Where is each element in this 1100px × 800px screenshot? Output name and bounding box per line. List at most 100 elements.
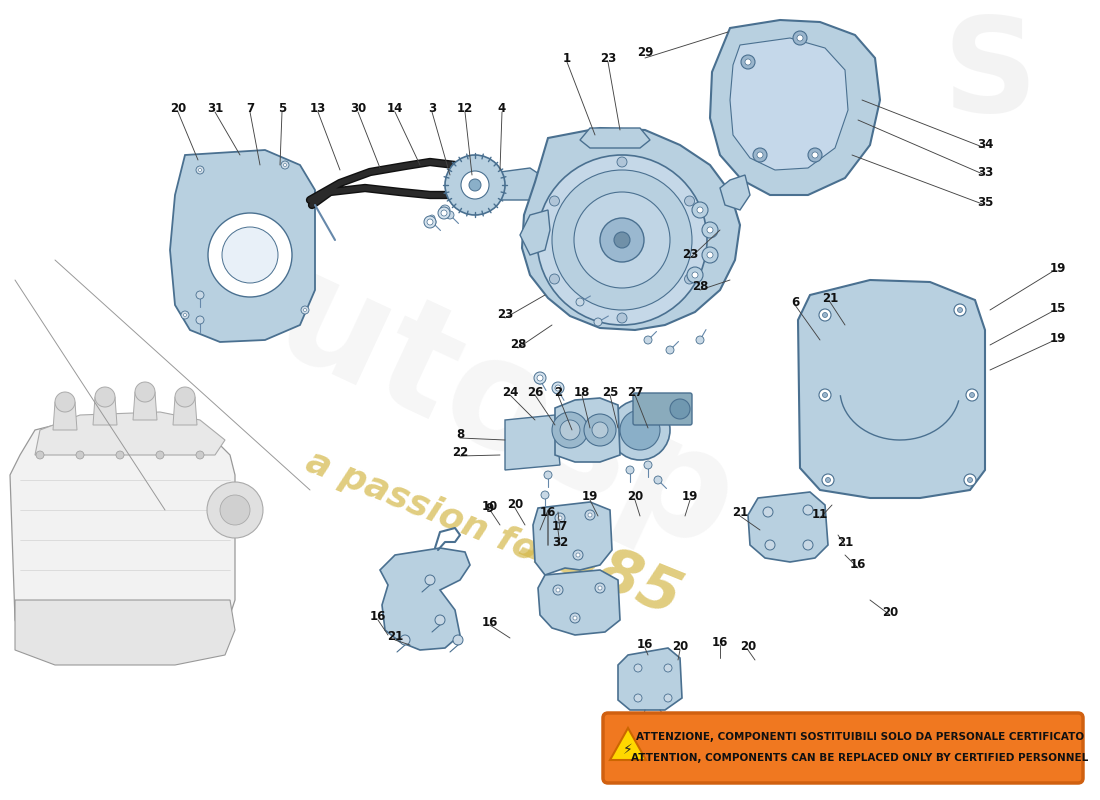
Circle shape bbox=[208, 213, 292, 297]
Circle shape bbox=[207, 482, 263, 538]
Polygon shape bbox=[15, 600, 235, 665]
Circle shape bbox=[823, 393, 827, 398]
Text: 9: 9 bbox=[486, 502, 494, 514]
Text: 35: 35 bbox=[977, 195, 993, 209]
Text: 23: 23 bbox=[600, 51, 616, 65]
Circle shape bbox=[634, 694, 642, 702]
Circle shape bbox=[156, 451, 164, 459]
Text: 23: 23 bbox=[682, 249, 698, 262]
Circle shape bbox=[957, 307, 962, 313]
Polygon shape bbox=[522, 128, 740, 330]
Circle shape bbox=[741, 55, 755, 69]
Circle shape bbox=[284, 163, 286, 166]
Polygon shape bbox=[94, 397, 117, 425]
Circle shape bbox=[550, 196, 560, 206]
Circle shape bbox=[696, 336, 704, 344]
Circle shape bbox=[617, 157, 627, 167]
Circle shape bbox=[614, 232, 630, 248]
Polygon shape bbox=[730, 38, 848, 170]
Circle shape bbox=[196, 291, 204, 299]
Text: S: S bbox=[943, 11, 1037, 138]
Text: 16: 16 bbox=[482, 615, 498, 629]
Circle shape bbox=[536, 376, 544, 384]
Circle shape bbox=[820, 389, 830, 401]
Circle shape bbox=[558, 516, 562, 520]
Polygon shape bbox=[710, 20, 880, 195]
Circle shape bbox=[644, 461, 652, 469]
Text: 28: 28 bbox=[509, 338, 526, 351]
Circle shape bbox=[552, 412, 589, 448]
Circle shape bbox=[644, 336, 652, 344]
Text: 20: 20 bbox=[169, 102, 186, 114]
Circle shape bbox=[440, 205, 450, 215]
Circle shape bbox=[428, 218, 436, 226]
Circle shape bbox=[438, 207, 450, 219]
Polygon shape bbox=[580, 128, 650, 148]
Text: 26: 26 bbox=[527, 386, 543, 398]
Circle shape bbox=[560, 420, 580, 440]
Text: 29: 29 bbox=[637, 46, 653, 58]
Text: 24: 24 bbox=[502, 386, 518, 398]
Circle shape bbox=[684, 196, 694, 206]
Circle shape bbox=[196, 166, 204, 174]
Circle shape bbox=[427, 219, 433, 225]
Polygon shape bbox=[610, 728, 646, 760]
Circle shape bbox=[598, 586, 602, 590]
Text: 19: 19 bbox=[582, 490, 598, 503]
Text: 25: 25 bbox=[602, 386, 618, 398]
Polygon shape bbox=[618, 648, 682, 710]
Circle shape bbox=[745, 59, 751, 65]
Circle shape bbox=[595, 583, 605, 593]
Text: 7: 7 bbox=[246, 102, 254, 114]
Text: 21: 21 bbox=[387, 630, 403, 643]
Circle shape bbox=[135, 382, 155, 402]
Text: 10: 10 bbox=[482, 501, 498, 514]
Circle shape bbox=[584, 414, 616, 446]
Circle shape bbox=[534, 372, 546, 384]
Circle shape bbox=[822, 474, 834, 486]
Circle shape bbox=[707, 227, 713, 233]
Text: 31: 31 bbox=[207, 102, 223, 114]
Circle shape bbox=[55, 392, 75, 412]
Circle shape bbox=[95, 387, 116, 407]
Text: 6: 6 bbox=[791, 295, 799, 309]
Polygon shape bbox=[520, 210, 550, 255]
Text: 20: 20 bbox=[672, 641, 689, 654]
Circle shape bbox=[400, 635, 410, 645]
Text: 19: 19 bbox=[1049, 262, 1066, 274]
Circle shape bbox=[823, 313, 827, 318]
FancyBboxPatch shape bbox=[603, 713, 1084, 783]
Text: 20: 20 bbox=[627, 490, 644, 503]
Polygon shape bbox=[173, 397, 197, 425]
Polygon shape bbox=[720, 175, 750, 210]
Circle shape bbox=[954, 304, 966, 316]
Circle shape bbox=[812, 152, 818, 158]
Circle shape bbox=[196, 451, 204, 459]
Text: ATTENTION, COMPONENTS CAN BE REPLACED ONLY BY CERTIFIED PERSONNEL: ATTENTION, COMPONENTS CAN BE REPLACED ON… bbox=[631, 753, 1089, 763]
Circle shape bbox=[301, 306, 309, 314]
Circle shape bbox=[964, 474, 976, 486]
Text: 3: 3 bbox=[428, 102, 436, 114]
Circle shape bbox=[592, 422, 608, 438]
Circle shape bbox=[182, 311, 189, 319]
Circle shape bbox=[175, 387, 195, 407]
Circle shape bbox=[184, 314, 187, 317]
Circle shape bbox=[600, 218, 643, 262]
Circle shape bbox=[654, 476, 662, 484]
Circle shape bbox=[541, 491, 549, 499]
Circle shape bbox=[585, 510, 595, 520]
Circle shape bbox=[803, 505, 813, 515]
Text: 17: 17 bbox=[552, 521, 568, 534]
Text: 30: 30 bbox=[350, 102, 366, 114]
Text: 19: 19 bbox=[1049, 331, 1066, 345]
Circle shape bbox=[76, 451, 84, 459]
Circle shape bbox=[757, 152, 763, 158]
Text: a passion for: a passion for bbox=[301, 445, 559, 575]
Circle shape bbox=[702, 222, 718, 238]
Text: 20: 20 bbox=[507, 498, 524, 511]
Circle shape bbox=[425, 575, 435, 585]
Circle shape bbox=[537, 375, 543, 381]
Text: 1: 1 bbox=[563, 51, 571, 65]
Circle shape bbox=[553, 585, 563, 595]
Circle shape bbox=[434, 615, 446, 625]
